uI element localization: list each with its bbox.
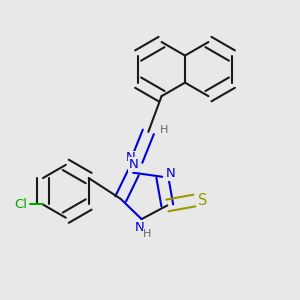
Text: N: N	[135, 221, 145, 234]
Text: N: N	[166, 167, 176, 180]
Text: Cl: Cl	[14, 198, 27, 211]
Text: N: N	[128, 158, 138, 171]
Text: N: N	[125, 152, 135, 164]
Text: H: H	[160, 125, 168, 135]
Text: S: S	[198, 193, 207, 208]
Text: H: H	[143, 229, 152, 239]
